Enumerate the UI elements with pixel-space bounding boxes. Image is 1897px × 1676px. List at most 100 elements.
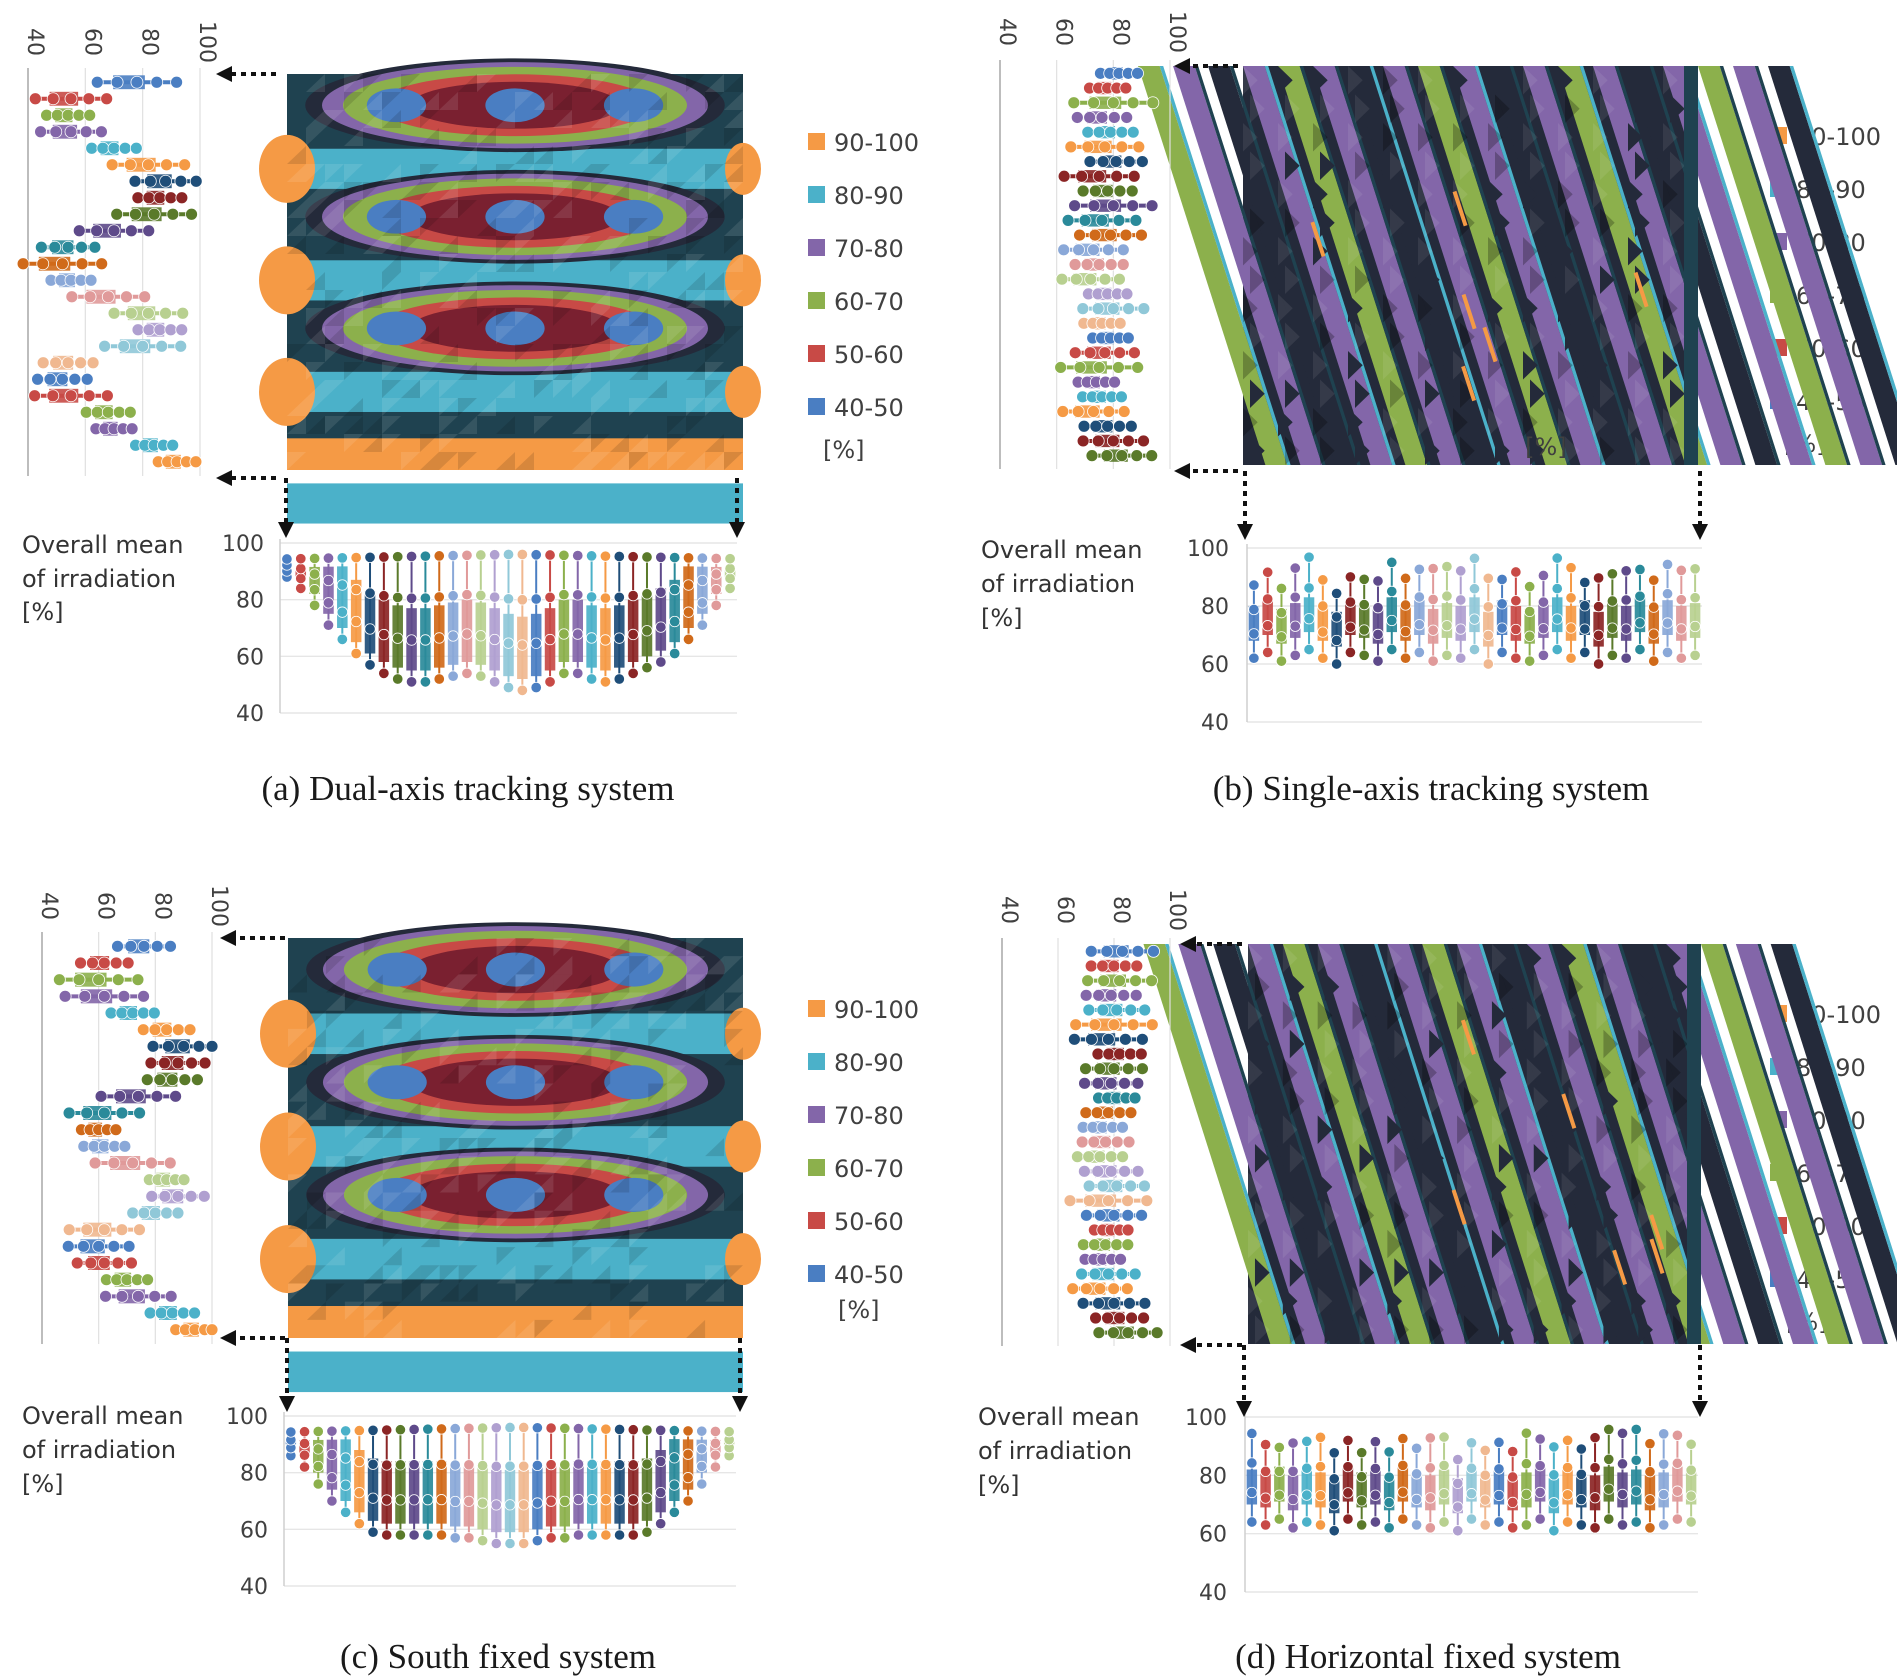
heatmap-facet	[1425, 208, 1440, 237]
bottom-series-point	[696, 552, 709, 564]
heatmap-facet	[288, 1119, 307, 1138]
left-series-point	[177, 1173, 191, 1187]
bottom-series-point	[367, 1424, 379, 1436]
heatmap-facet	[686, 938, 706, 957]
heatmap-stripe	[1313, 66, 1463, 465]
heatmap-facet	[591, 380, 610, 398]
heatmap-facet	[686, 1319, 706, 1338]
left-series-point	[58, 989, 72, 1003]
bottom-series-point	[312, 1478, 324, 1490]
heatmap-facet	[1285, 94, 1300, 123]
left-series-point	[183, 1023, 197, 1037]
left-series-point	[82, 92, 96, 106]
left-series-point	[1101, 419, 1115, 433]
heatmap-facet	[1383, 294, 1398, 323]
bottom-series-point	[1510, 566, 1522, 578]
heatmap-stripe	[1735, 944, 1885, 1344]
panel-c-heatmap	[260, 922, 761, 1393]
heatmap-stripe	[1770, 944, 1897, 1343]
heatmap-facet	[1453, 294, 1468, 323]
bottom-series-point	[696, 619, 709, 631]
left-series-point	[62, 1223, 76, 1237]
heatmap-facet	[686, 974, 706, 993]
left-series-point	[1083, 111, 1097, 124]
bottom-series-point	[1620, 594, 1632, 606]
bottom-series-point	[1479, 1444, 1491, 1457]
left-series-point	[184, 1189, 198, 1203]
heatmap-facet	[1596, 944, 1612, 973]
heatmap-facet	[1464, 1315, 1479, 1344]
bottom-series-point	[1603, 1423, 1615, 1436]
heatmap-facet	[648, 1174, 668, 1193]
heatmap-facet	[572, 434, 591, 452]
bottom-series-point	[1658, 1488, 1670, 1501]
bottom-series-point	[558, 628, 570, 640]
heatmap-stripe-edge	[1229, 66, 1361, 465]
heatmap-facet	[496, 200, 515, 218]
bottom-series-point	[419, 550, 432, 562]
heatmap-facet	[534, 1228, 554, 1248]
heatmap-edge-90-100	[259, 246, 315, 315]
heatmap-facet	[686, 236, 705, 254]
bottom-series-point	[1606, 649, 1619, 661]
bottom-series-point	[1648, 628, 1660, 640]
bottom-series-point	[336, 579, 348, 591]
heatmap-spot-40-50	[485, 88, 545, 123]
bottom-series-point	[530, 549, 542, 561]
heatmap-facet	[724, 236, 743, 254]
heatmap-facet	[610, 1174, 630, 1193]
left-series-point	[117, 989, 131, 1003]
heatmap-facet	[382, 200, 401, 218]
left-series-point	[84, 273, 98, 287]
bottom-series-point	[613, 1459, 626, 1471]
legend-label-90-100: 90-100	[834, 129, 919, 157]
heatmap-facet	[363, 1138, 383, 1157]
bottom-series-point	[353, 1424, 365, 1437]
left-series-point	[1118, 1164, 1132, 1178]
heatmap-facet	[1565, 322, 1580, 351]
bottom-series-point	[1630, 1454, 1642, 1466]
bottom-series-point	[1510, 595, 1522, 607]
heatmap-facet	[515, 200, 534, 218]
heatmap-facet	[1628, 237, 1643, 266]
heatmap-facet	[629, 452, 648, 470]
heatmap-facet	[591, 1210, 611, 1229]
heatmap-facet	[515, 236, 534, 254]
left-series-point	[80, 1223, 94, 1237]
heatmap-facet	[1568, 1258, 1584, 1287]
bottom-series-point	[558, 667, 570, 679]
left-series-point	[1136, 1062, 1149, 1076]
heatmap-stripe-edge	[1579, 66, 1711, 465]
heatmap-facet	[629, 1119, 649, 1138]
heatmap-facet	[325, 1192, 345, 1211]
bottom-series-point	[531, 1459, 543, 1471]
heatmap-facet	[458, 74, 477, 92]
heatmap-facet	[1666, 1229, 1681, 1259]
heatmap-facet	[287, 452, 306, 470]
left-series-point	[1106, 199, 1120, 213]
heatmap-facet	[1495, 379, 1510, 408]
heatmap-facet	[1355, 436, 1370, 465]
heatmap-facet	[515, 992, 535, 1011]
left-series-point	[128, 174, 142, 188]
bottom-series-point	[682, 1425, 694, 1437]
left-series-point	[1076, 302, 1090, 316]
bottom-series-point	[1493, 1436, 1505, 1448]
left-series-point	[1092, 125, 1106, 139]
heatmap-facet	[667, 146, 686, 164]
legend-swatch-60-70	[808, 292, 825, 309]
left-series-point	[1087, 1135, 1101, 1149]
heatmap-facet	[553, 1010, 573, 1029]
heatmap-facet	[1561, 1172, 1577, 1202]
left-series-point	[1057, 169, 1071, 183]
left-series-point	[74, 956, 87, 970]
heatmap-facet	[1523, 237, 1538, 266]
bottom-series-point	[613, 1494, 626, 1506]
axis-title-line-1: Overall mean	[22, 1402, 183, 1430]
bottom-series-point	[696, 1460, 708, 1472]
bottom-series-point	[627, 667, 639, 679]
heatmap-facet	[705, 74, 724, 92]
heatmap-facet	[1324, 1086, 1340, 1116]
bottom-series-point	[1537, 596, 1550, 608]
bottom-series-point	[350, 615, 362, 628]
